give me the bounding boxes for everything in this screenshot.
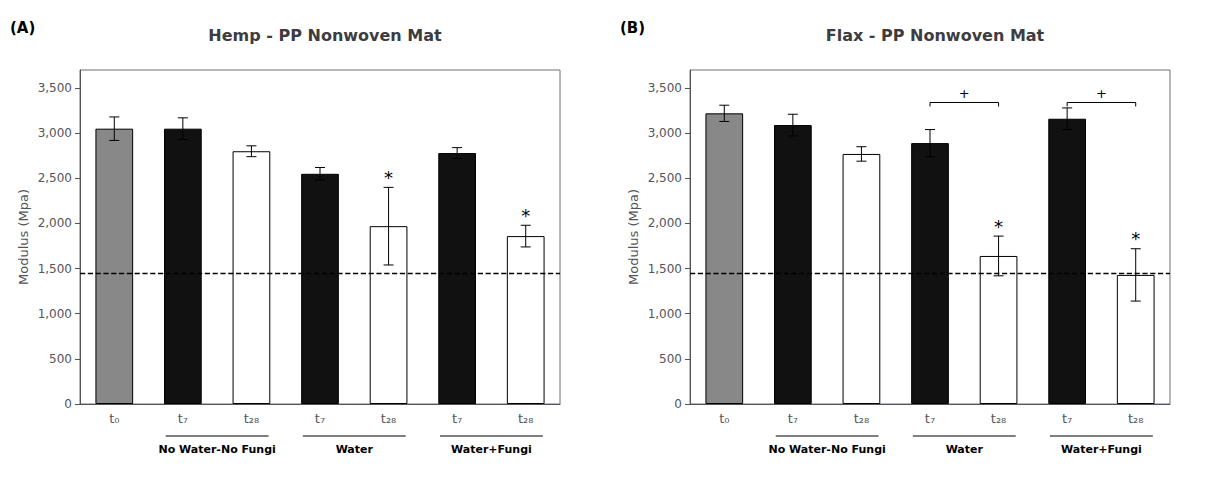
svg-text:+: +	[1096, 86, 1107, 101]
svg-text:t₇: t₇	[1062, 411, 1072, 426]
svg-text:Water+Fungi: Water+Fungi	[451, 443, 532, 456]
svg-text:0: 0	[64, 397, 72, 411]
svg-text:t₂₈: t₂₈	[518, 411, 534, 426]
svg-text:Water: Water	[336, 443, 374, 456]
svg-text:3,500: 3,500	[648, 81, 682, 95]
svg-text:t₇: t₇	[178, 411, 188, 426]
svg-text:2,500: 2,500	[648, 171, 682, 185]
svg-text:Modulus (Mpa): Modulus (Mpa)	[626, 189, 641, 285]
svg-text:3,500: 3,500	[38, 81, 72, 95]
svg-text:Modulus (Mpa): Modulus (Mpa)	[16, 189, 31, 285]
svg-text:*: *	[1131, 228, 1140, 249]
svg-text:t₂₈: t₂₈	[991, 411, 1007, 426]
svg-text:t₂₈: t₂₈	[381, 411, 397, 426]
svg-text:No Water-No Fungi: No Water-No Fungi	[158, 443, 275, 456]
svg-text:Flax - PP Nonwoven Mat: Flax - PP Nonwoven Mat	[826, 26, 1045, 45]
svg-text:*: *	[521, 205, 530, 226]
svg-text:2,000: 2,000	[38, 216, 72, 230]
svg-text:t₀: t₀	[109, 411, 119, 426]
svg-text:t₂₈: t₂₈	[244, 411, 260, 426]
svg-text:Water+Fungi: Water+Fungi	[1061, 443, 1142, 456]
svg-text:500: 500	[659, 352, 682, 366]
svg-text:t₇: t₇	[788, 411, 798, 426]
svg-text:1,000: 1,000	[38, 307, 72, 321]
svg-text:t₂₈: t₂₈	[854, 411, 870, 426]
svg-text:+: +	[959, 86, 970, 101]
svg-text:t₂₈: t₂₈	[1128, 411, 1144, 426]
svg-text:*: *	[384, 167, 393, 188]
svg-text:(B): (B)	[620, 19, 645, 37]
svg-text:t₀: t₀	[719, 411, 729, 426]
svg-text:1,500: 1,500	[648, 262, 682, 276]
svg-text:Water: Water	[946, 443, 984, 456]
svg-text:3,000: 3,000	[648, 126, 682, 140]
svg-text:500: 500	[49, 352, 72, 366]
svg-text:2,000: 2,000	[648, 216, 682, 230]
svg-text:No Water-No Fungi: No Water-No Fungi	[768, 443, 885, 456]
svg-text:Hemp - PP Nonwoven Mat: Hemp - PP Nonwoven Mat	[208, 26, 442, 45]
svg-text:1,500: 1,500	[38, 262, 72, 276]
svg-text:t₇: t₇	[925, 411, 935, 426]
svg-text:t₇: t₇	[315, 411, 325, 426]
svg-text:3,000: 3,000	[38, 126, 72, 140]
svg-text:(A): (A)	[10, 19, 35, 37]
svg-text:0: 0	[674, 397, 682, 411]
svg-text:1,000: 1,000	[648, 307, 682, 321]
svg-text:t₇: t₇	[452, 411, 462, 426]
svg-text:*: *	[994, 216, 1003, 237]
svg-text:2,500: 2,500	[38, 171, 72, 185]
